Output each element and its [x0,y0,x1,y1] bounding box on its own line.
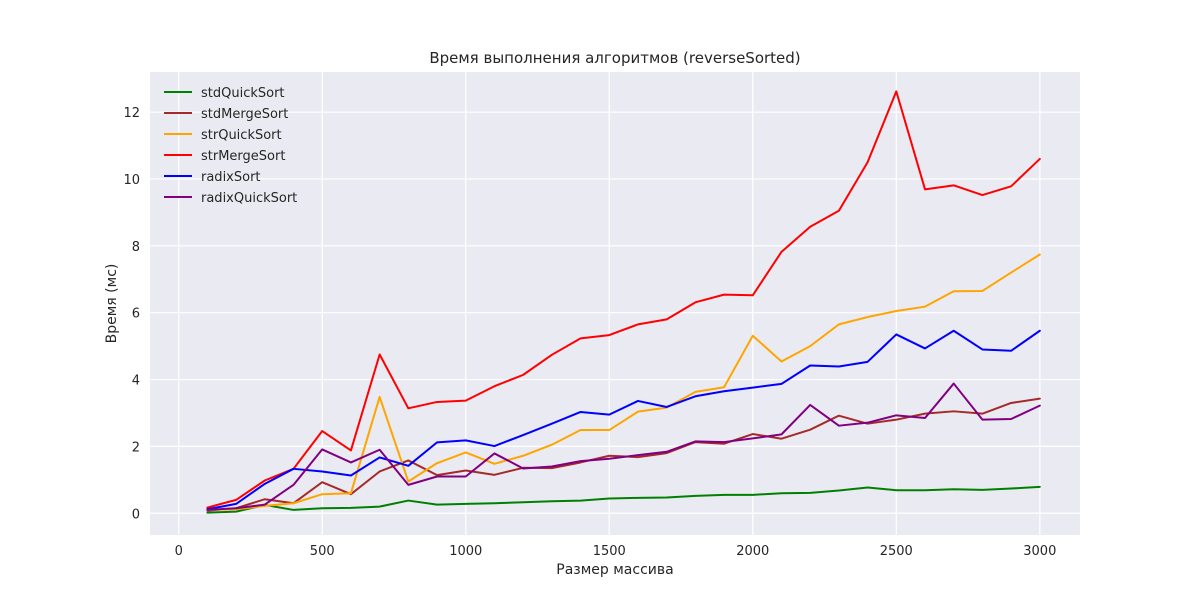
x-axis-title: Размер массива [556,562,673,578]
y-tick-label: 12 [123,106,140,121]
y-tick-label: 8 [132,240,140,255]
y-tick-label: 10 [123,173,140,188]
series-line-stdQuickSort [206,485,1041,514]
legend-label-strMergeSort: strMergeSort [201,149,285,164]
y-axis-title: Время (мс) [104,264,120,344]
series-line-strMergeSort [206,90,1041,509]
plot-background [150,72,1080,535]
series-line-radixQuickSort [206,382,1041,511]
x-tick-label: 1000 [449,544,482,559]
x-tick-label: 3000 [1023,544,1056,559]
legend-label-radixSort: radixSort [201,170,261,185]
series-lines [206,90,1041,514]
tick-labels: 0 500 1000 1500 2000 2500 3000 0 2 4 6 8 10 12 [123,106,1056,559]
y-tick-label: 2 [132,440,140,455]
series-line-strQuickSort [206,253,1041,511]
legend-label-stdQuickSort: stdQuickSort [201,86,285,101]
y-tick-label: 0 [132,507,140,522]
x-tick-label: 500 [310,544,335,559]
chart-title: Время выполнения алгоритмов (reverseSort… [429,49,800,67]
legend-label-stdMergeSort: stdMergeSort [201,107,288,122]
series-line-radixSort [206,329,1041,511]
legend-label-strQuickSort: strQuickSort [201,128,282,143]
legend: stdQuickSort stdMergeSort strQuickSort strM… [164,86,297,206]
x-tick-label: 2500 [880,544,913,559]
y-tick-label: 6 [132,307,140,322]
x-tick-label: 0 [175,544,183,559]
x-tick-label: 1500 [593,544,626,559]
x-tick-label: 2000 [736,544,769,559]
y-tick-label: 4 [132,374,140,389]
grid-lines [150,72,1080,535]
legend-label-radixQuickSort: radixQuickSort [201,191,297,206]
